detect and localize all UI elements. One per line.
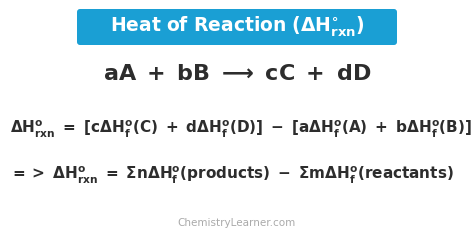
- Text: $\mathbf{=>\  \Delta H^{o}_{rxn}\ =\ \Sigma n\Delta H^{o}_{f}(products)\ -\ \Sig: $\mathbf{=>\ \Delta H^{o}_{rxn}\ =\ \Sig…: [10, 164, 454, 186]
- FancyBboxPatch shape: [77, 9, 397, 45]
- Text: $\bf{Heat\ of\ Reaction\ (\Delta H^{\circ}_{rxn})}$: $\bf{Heat\ of\ Reaction\ (\Delta H^{\cir…: [109, 15, 365, 39]
- Text: $\mathbf{\Delta H^{o}_{rxn}\ =\ [c\Delta H^{o}_{f}(C)\ +\ d\Delta H^{o}_{f}(D)]\: $\mathbf{\Delta H^{o}_{rxn}\ =\ [c\Delta…: [10, 118, 472, 140]
- Text: ChemistryLearner.com: ChemistryLearner.com: [178, 218, 296, 228]
- Text: $\mathbf{aA\ +\ bB\ \longrightarrow\ cC\ +\ dD}$: $\mathbf{aA\ +\ bB\ \longrightarrow\ cC\…: [103, 64, 371, 84]
